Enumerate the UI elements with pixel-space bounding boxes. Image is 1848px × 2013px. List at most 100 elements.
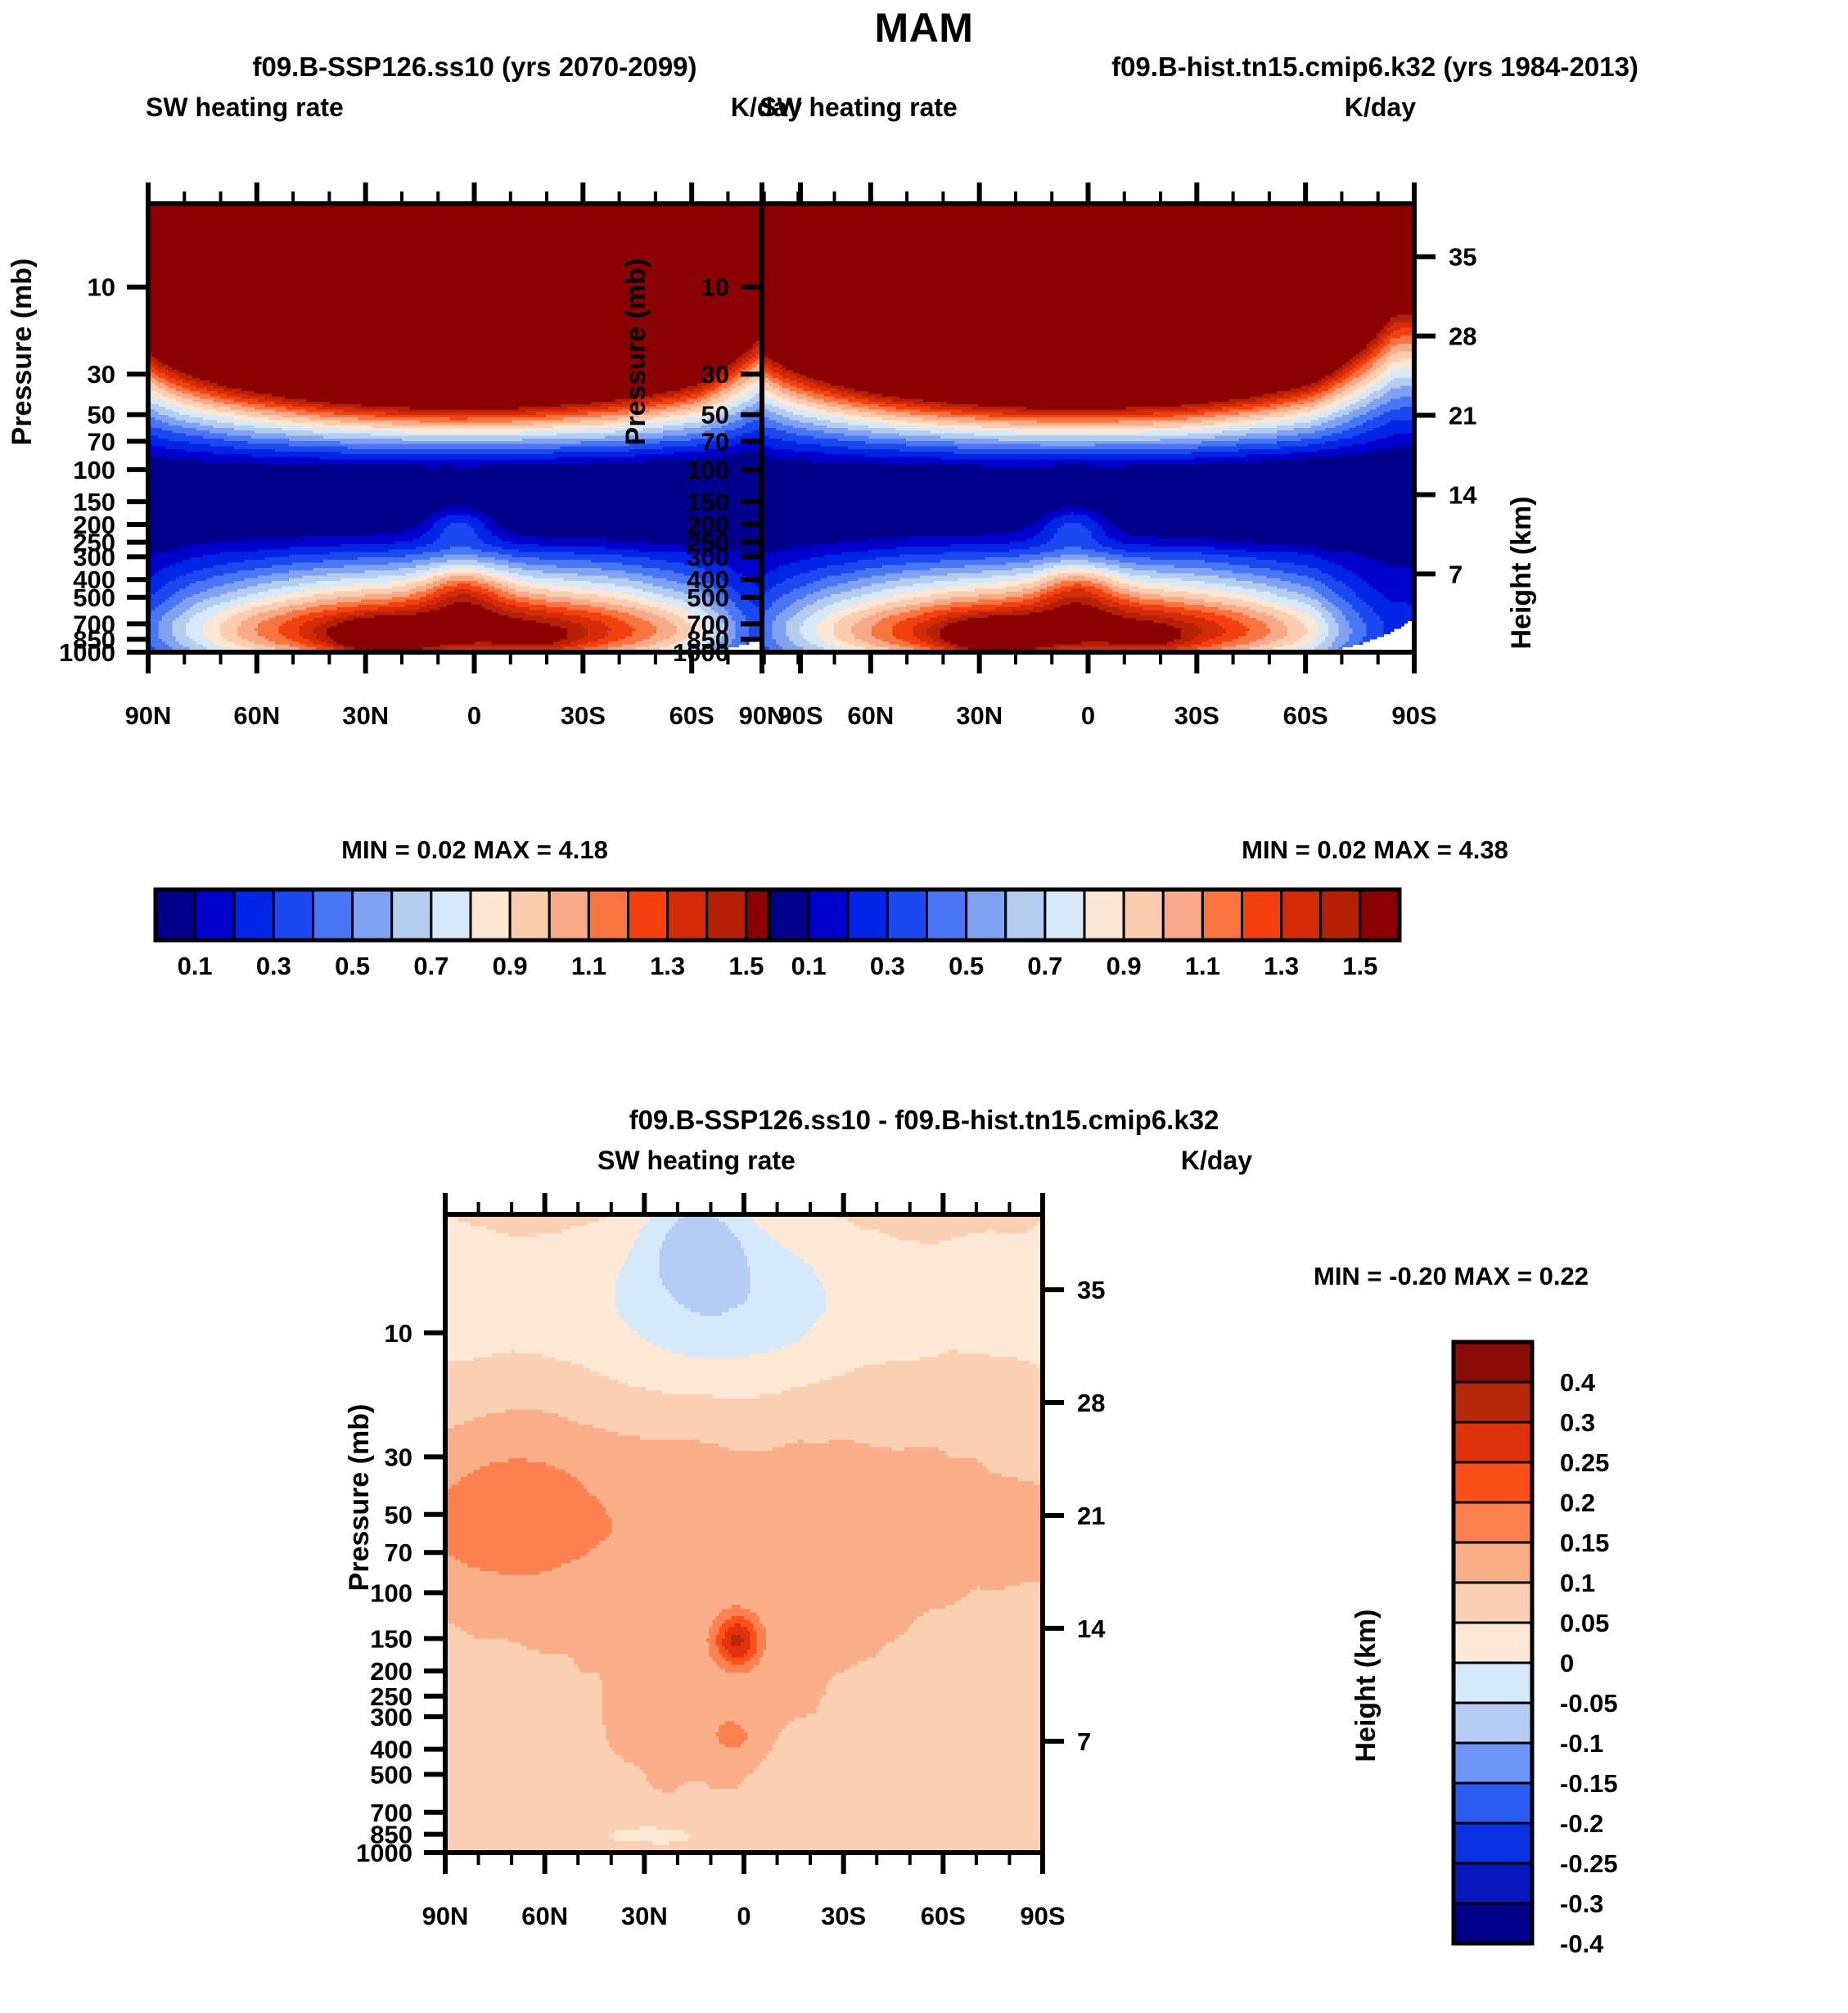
colorbar-tick-label: 0.3 bbox=[256, 952, 291, 980]
pressure-tick-label: 100 bbox=[687, 456, 729, 484]
colorbar-cell bbox=[232, 888, 275, 942]
colorbar-cell bbox=[193, 888, 236, 942]
pressure-tick-label: 850 bbox=[370, 1821, 412, 1849]
colorbar-cell bbox=[1452, 1421, 1534, 1464]
colorbar-cell bbox=[272, 888, 314, 942]
colorbar-cell bbox=[886, 888, 928, 942]
pressure-tick-label: 850 bbox=[687, 625, 729, 654]
colorbar-cell bbox=[1452, 1781, 1534, 1825]
colorbar-tick-label: 1.5 bbox=[1342, 952, 1377, 980]
colorbar-cell bbox=[1452, 1902, 1534, 1945]
contour-plot-top-left: 90N 60N 30N 0 30S 60S 90S103050701001502002503… bbox=[59, 182, 863, 730]
colorbar-tick-label: 1.1 bbox=[1185, 952, 1220, 980]
colorbar-cell bbox=[1452, 1501, 1534, 1544]
x-tick-label: 60N bbox=[233, 701, 280, 730]
pressure-tick-label: 1000 bbox=[356, 1839, 412, 1867]
colorbar-tick-label: -0.4 bbox=[1560, 1930, 1604, 1958]
colorbar-tick-label: 0.3 bbox=[870, 952, 905, 980]
pressure-tick-label: 200 bbox=[73, 511, 115, 539]
height-tick-label: 21 bbox=[1077, 1502, 1105, 1530]
panel-right-header-difference: K/day bbox=[1180, 1146, 1252, 1175]
colorbar-cell bbox=[1004, 888, 1047, 942]
height-tick-label: 14 bbox=[1077, 1614, 1106, 1643]
colorbar-tick-label: 0.25 bbox=[1560, 1448, 1609, 1477]
height-tick-label: 7 bbox=[1449, 560, 1463, 588]
colorbar-tick-label: 0.9 bbox=[1107, 952, 1142, 980]
pressure-tick-label: 850 bbox=[73, 625, 115, 654]
x-tick-label: 30N bbox=[621, 1902, 668, 1930]
colorbar-cell bbox=[1452, 1380, 1534, 1424]
height-tick-label: 28 bbox=[1449, 322, 1476, 351]
colorbar-cell bbox=[587, 888, 629, 942]
colorbar-tick-label: 1.3 bbox=[1264, 952, 1299, 980]
x-tick-label: 90S bbox=[778, 701, 823, 730]
pressure-tick-label: 700 bbox=[370, 1799, 412, 1827]
panel-right-header-top-left: K/day bbox=[730, 92, 802, 122]
colorbar-top-left: 0.1 0.3 0.5 0.7 0.9 1.1 1.3 1.5 bbox=[153, 887, 788, 980]
height-tick-label: 21 bbox=[1449, 402, 1476, 430]
colorbar-tick-label: 0.5 bbox=[335, 952, 370, 980]
colorbar-tick-label: 0.15 bbox=[1560, 1529, 1609, 1557]
pressure-tick-label: 500 bbox=[73, 583, 115, 612]
colorbar-tick-label: 0 bbox=[1560, 1649, 1574, 1678]
colorbar-cell bbox=[312, 888, 354, 942]
colorbar-cell bbox=[705, 888, 748, 942]
colorbar-cell bbox=[1452, 1340, 1534, 1384]
pressure-tick-label: 700 bbox=[73, 610, 115, 638]
colorbar-cell bbox=[1241, 888, 1283, 942]
pressure-tick-label: 150 bbox=[73, 488, 115, 516]
x-tick-label: 90S bbox=[1020, 1902, 1065, 1930]
pressure-tick-label: 30 bbox=[385, 1443, 412, 1471]
colorbar-cell bbox=[1452, 1822, 1534, 1865]
colorbar-cell bbox=[1452, 1581, 1534, 1624]
colorbar-cell bbox=[1452, 1741, 1534, 1785]
colorbar-tick-label: -0.1 bbox=[1560, 1729, 1603, 1758]
colorbar-cell bbox=[154, 888, 196, 942]
contour-plot-difference: 90N 60N 30N 0 30S 60S 90S103050701001502002503… bbox=[356, 1193, 1106, 1930]
pressure-tick-label: 10 bbox=[385, 1319, 412, 1348]
colorbar-cell bbox=[508, 888, 551, 942]
pressure-tick-label: 250 bbox=[370, 1682, 412, 1711]
height-tick-label: 7 bbox=[1077, 1727, 1091, 1756]
colorbar-cell bbox=[807, 888, 850, 942]
pressure-tick-label: 250 bbox=[73, 529, 115, 557]
colorbar-tick-label: 0.2 bbox=[1560, 1488, 1595, 1517]
panel-left-header-top-right: SW heating rate bbox=[759, 92, 958, 122]
colorbar-cell bbox=[926, 888, 968, 942]
contour-plot-top-right: 90N 60N 30N 0 30S 60S 90S103050701001502002503… bbox=[673, 182, 1477, 730]
colorbar-tick-label: 1.3 bbox=[650, 952, 685, 980]
pressure-tick-label: 200 bbox=[687, 511, 729, 539]
panel-title-difference: f09.B-SSP126.ss10 - f09.B-hist.tn15.cmip… bbox=[629, 1105, 1219, 1135]
x-tick-label: 30S bbox=[1174, 701, 1219, 730]
pressure-tick-label: 10 bbox=[701, 273, 729, 302]
colorbar-cell bbox=[548, 888, 590, 942]
pressure-tick-label: 70 bbox=[88, 427, 115, 456]
colorbar-tick-label: 0.05 bbox=[1560, 1609, 1609, 1637]
height-tick-label: 35 bbox=[1077, 1276, 1105, 1304]
colorbar-cell bbox=[1201, 888, 1243, 942]
pressure-tick-label: 250 bbox=[687, 529, 729, 557]
panel-left-header-top-left: SW heating rate bbox=[146, 92, 344, 122]
pressure-tick-label: 1000 bbox=[673, 638, 729, 667]
x-tick-label: 90S bbox=[1391, 701, 1436, 730]
pressure-tick-label: 300 bbox=[687, 543, 729, 571]
pressure-tick-label: 400 bbox=[687, 565, 729, 594]
pressure-tick-label: 50 bbox=[701, 401, 729, 430]
pressure-tick-label: 400 bbox=[370, 1736, 412, 1764]
panel-title-top-right: f09.B-hist.tn15.cmip6.k32 (yrs 1984-2013… bbox=[1111, 52, 1638, 82]
colorbar-top-right: 0.1 0.3 0.5 0.7 0.9 1.1 1.3 1.5 bbox=[767, 887, 1402, 980]
colorbar-tick-label: 0.1 bbox=[1560, 1569, 1595, 1597]
pressure-tick-label: 70 bbox=[385, 1538, 412, 1567]
panel-right-header-top-right: K/day bbox=[1344, 92, 1416, 122]
x-tick-label: 30S bbox=[821, 1902, 866, 1930]
x-tick-label: 30N bbox=[342, 701, 389, 730]
pressure-tick-label: 30 bbox=[88, 360, 115, 389]
x-tick-label: 90N bbox=[422, 1902, 469, 1930]
pressure-tick-label: 50 bbox=[88, 401, 115, 430]
y2label-height-top-right: Height (km) bbox=[1506, 496, 1537, 650]
pressure-tick-label: 50 bbox=[385, 1501, 412, 1529]
x-tick-label: 0 bbox=[1081, 701, 1095, 730]
colorbar-cell bbox=[1280, 888, 1323, 942]
pressure-tick-label: 30 bbox=[701, 360, 729, 389]
colorbar-cell bbox=[1122, 888, 1165, 942]
